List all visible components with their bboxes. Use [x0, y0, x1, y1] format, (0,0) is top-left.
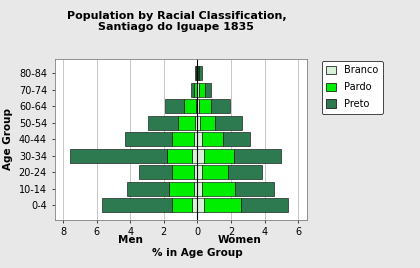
- Bar: [235, 182, 274, 196]
- Bar: [205, 83, 210, 97]
- Bar: [197, 83, 199, 97]
- Bar: [148, 116, 178, 130]
- Bar: [200, 116, 215, 130]
- Bar: [167, 149, 192, 163]
- Bar: [70, 149, 167, 163]
- Bar: [195, 116, 197, 130]
- Bar: [127, 182, 169, 196]
- Bar: [125, 132, 172, 146]
- Bar: [196, 66, 197, 80]
- Bar: [197, 149, 204, 163]
- Y-axis label: Age Group: Age Group: [3, 108, 13, 170]
- Bar: [197, 99, 199, 113]
- Text: Men: Men: [118, 235, 143, 245]
- Bar: [139, 165, 172, 179]
- Bar: [197, 165, 202, 179]
- Bar: [202, 165, 228, 179]
- Bar: [204, 149, 234, 163]
- Bar: [194, 132, 197, 146]
- Bar: [194, 165, 197, 179]
- Bar: [223, 132, 250, 146]
- Bar: [172, 165, 194, 179]
- Bar: [102, 198, 172, 213]
- Bar: [178, 116, 195, 130]
- Bar: [184, 99, 196, 113]
- Bar: [200, 99, 211, 113]
- Bar: [199, 83, 205, 97]
- Bar: [192, 198, 197, 213]
- Bar: [211, 99, 230, 113]
- Bar: [197, 116, 200, 130]
- Bar: [197, 182, 202, 196]
- Bar: [192, 149, 197, 163]
- Bar: [202, 132, 223, 146]
- Bar: [197, 66, 198, 80]
- Bar: [172, 198, 192, 213]
- Legend: Branco, Pardo, Preto: Branco, Pardo, Preto: [322, 61, 383, 114]
- Bar: [172, 132, 194, 146]
- Bar: [228, 165, 262, 179]
- Bar: [195, 66, 196, 80]
- Bar: [194, 83, 197, 97]
- Bar: [204, 198, 241, 213]
- Bar: [194, 182, 197, 196]
- Bar: [197, 198, 204, 213]
- Bar: [165, 99, 184, 113]
- Bar: [169, 182, 194, 196]
- Bar: [215, 116, 242, 130]
- Bar: [198, 66, 199, 80]
- Bar: [197, 132, 202, 146]
- Bar: [192, 83, 194, 97]
- Text: % in Age Group: % in Age Group: [152, 248, 243, 258]
- Bar: [241, 198, 288, 213]
- Bar: [196, 99, 197, 113]
- Bar: [234, 149, 281, 163]
- Bar: [202, 182, 235, 196]
- Text: Population by Racial Classification,
Santiago do Iguape 1835: Population by Racial Classification, San…: [67, 11, 286, 32]
- Bar: [199, 66, 202, 80]
- Text: Women: Women: [218, 235, 261, 245]
